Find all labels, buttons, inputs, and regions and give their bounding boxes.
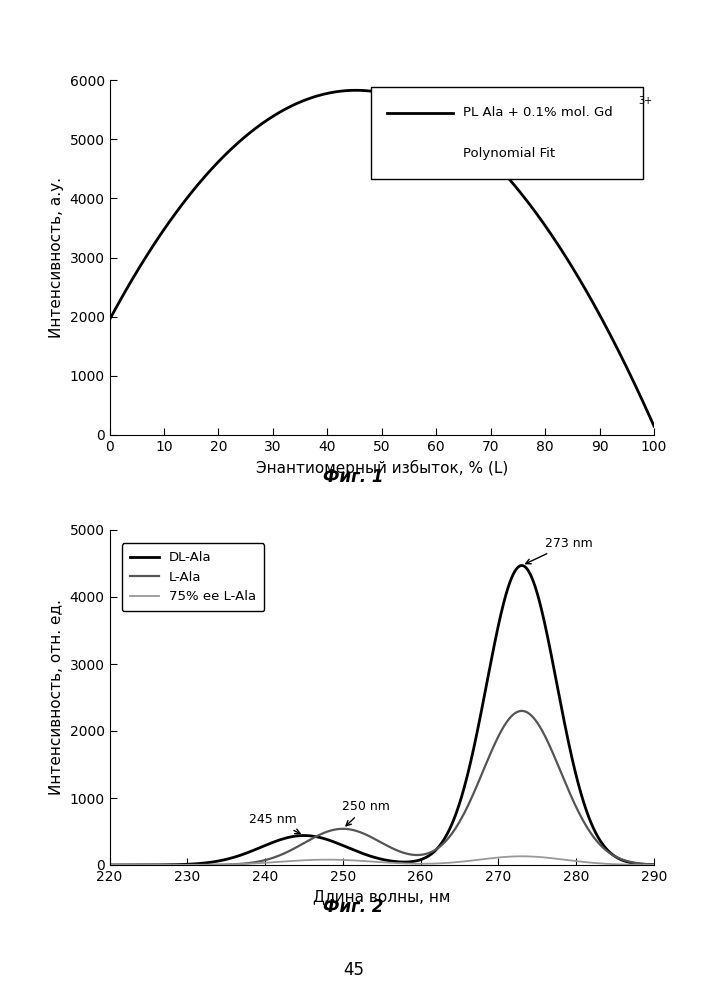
L-Ala [689,859,697,871]
DL-Ala [689,859,697,871]
Text: 250 nm: 250 nm [342,800,390,826]
Text: 245 nm: 245 nm [249,813,300,834]
Bar [371,87,643,179]
75% ee L-Ala [565,854,573,866]
DL-Ala [373,852,382,864]
75% ee L-Ala [518,850,526,862]
X-axis label: Длина волны, нм: Длина волны, нм [313,889,450,904]
X-axis label: Энантиомерный избыток, % (L): Энантиомерный избыток, % (L) [256,459,508,476]
Legend: DL-Ala, L-Ala, 75% ee L-Ala: DL-Ala, L-Ala, 75% ee L-Ala [122,543,264,611]
Text: PL Ala + 0.1% mol. Gd: PL Ala + 0.1% mol. Gd [464,106,613,119]
75% ee L-Ala [135,859,144,871]
L-Ala [672,859,680,871]
DL-Ala [518,560,526,572]
75% ee L-Ala [672,859,680,871]
Text: 273 nm: 273 nm [526,537,593,564]
DL-Ala [672,859,680,871]
75% ee L-Ala [389,857,397,869]
DL-Ala [135,859,144,871]
Text: Фиг. 1: Фиг. 1 [323,468,384,486]
Line: DL-Ala: DL-Ala [110,566,693,865]
Line: L-Ala: L-Ala [110,711,693,865]
75% ee L-Ala [689,859,697,871]
L-Ala [105,859,114,871]
Y-axis label: Интенсивность, а.у.: Интенсивность, а.у. [49,177,64,338]
Y-axis label: Интенсивность, отн. ед.: Интенсивность, отн. ед. [49,600,64,795]
L-Ala [672,859,680,871]
Text: 45: 45 [343,961,364,979]
Text: Фиг. 2: Фиг. 2 [323,898,384,916]
Line: 75% ee L-Ala: 75% ee L-Ala [110,856,693,865]
L-Ala [565,786,573,798]
75% ee L-Ala [672,859,680,871]
75% ee L-Ala [373,856,382,868]
L-Ala [135,859,144,871]
Text: 3+: 3+ [638,96,653,106]
DL-Ala [672,859,680,871]
DL-Ala [565,739,573,751]
DL-Ala [389,855,397,867]
Text: Polynomial Fit: Polynomial Fit [464,147,556,160]
L-Ala [373,835,382,847]
L-Ala [389,843,397,855]
75% ee L-Ala [105,859,114,871]
L-Ala [518,705,526,717]
DL-Ala [105,859,114,871]
